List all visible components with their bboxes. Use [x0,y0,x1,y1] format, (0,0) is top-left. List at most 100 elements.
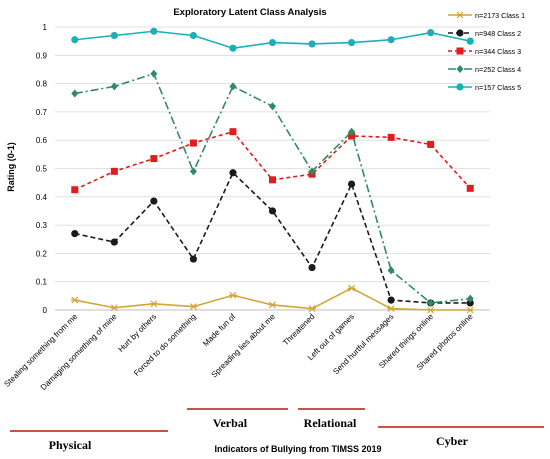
data-point [347,284,356,292]
star-stroke [229,291,237,299]
data-point [308,305,317,313]
data-point [71,89,79,98]
data-point [268,207,277,215]
data-point [269,176,276,184]
y-tick-label: 0.5 [36,165,48,174]
data-point [150,155,158,163]
x-tick-label: Spreading lies about me [210,312,278,380]
data-point [308,167,316,176]
star-stroke [110,304,118,312]
data-point [110,82,118,91]
indicator-groups: Physical Verbal Relational Cyber [10,408,544,452]
data-point [189,167,197,176]
series-line [74,171,471,304]
data-point [387,266,395,275]
data-point [456,11,464,19]
data-point [110,167,118,175]
x-tick-label: Threatened [281,312,316,347]
data-point [149,300,158,308]
group-label: Relational [304,416,357,430]
data-point [456,47,464,55]
legend-entry: n=344 Class 3 [448,47,521,56]
data-point [150,197,158,205]
y-tick-label: 0.4 [36,193,48,202]
legend-label: n=948 Class 2 [475,29,521,38]
star-stroke [71,296,79,304]
data-point [71,229,79,238]
data-point [466,184,474,192]
data-point [387,296,395,304]
data-point [466,306,475,314]
legend-entry: n=2173 Class 1 [448,11,525,20]
data-point [456,65,464,73]
legend-entry: n=948 Class 2 [448,29,521,38]
legend: n=2173 Class 1 n=948 Class 2 n=344 Class 3… [448,11,525,92]
data-point [229,82,237,91]
legend-label: n=344 Class 3 [475,47,521,56]
star-stroke [308,305,316,313]
x-tick-label: Hurt by others [116,312,158,354]
legend-entry: n=252 Class 4 [448,65,521,74]
group-label: Cyber [436,434,469,448]
y-tick-label: 0.8 [36,80,48,89]
x-axis-label: Indicators of Bullying from TIMSS 2019 [214,444,381,454]
y-tick-label: 0.6 [36,136,48,145]
data-point [308,263,316,272]
series-4 [71,69,474,307]
group-label: Verbal [213,416,248,430]
data-point [387,36,395,44]
data-point [150,69,158,78]
data-point [110,238,118,246]
data-point [347,38,356,47]
y-tick-label: 0.7 [36,108,48,117]
x-tick-label: Made fun of [201,312,238,349]
data-point [189,139,197,147]
data-point [426,306,435,314]
data-point [269,102,276,111]
data-point [110,31,118,40]
data-point [387,133,395,141]
star-stroke [150,300,158,308]
data-point [71,186,79,194]
data-point [229,128,237,136]
chart-title: Exploratory Latent Class Analysis [173,7,326,18]
data-point [110,304,119,312]
data-point [348,132,356,140]
star-stroke [348,284,356,292]
gridlines [55,26,490,311]
series-3 [71,128,474,194]
data-point [189,303,198,311]
star-stroke [427,306,435,314]
legend-label: n=2173 Class 1 [475,11,525,20]
series-line [74,287,471,311]
group-label: Physical [49,438,92,452]
data-point [427,29,435,37]
star-stroke [189,303,197,311]
series-2 [71,169,474,307]
y-tick-label: 0.1 [36,278,48,287]
y-tick-label: 0.3 [36,221,48,230]
data-point [427,298,435,307]
x-tick-label: Damaging something of mine [39,312,119,392]
data-point [456,83,464,91]
y-tick-labels: 0 0.1 0.2 0.3 0.4 0.5 0.6 0.7 0.8 0.9 1 [36,23,48,315]
data-point [308,40,316,48]
y-tick-label: 0 [43,306,48,315]
x-tick-label: Stealing something from me [2,312,79,389]
data-point [268,301,277,309]
star-stroke [466,306,474,314]
data-point [348,127,356,136]
data-point [466,294,474,303]
series-5 [71,27,474,52]
data-point [229,44,237,52]
star-stroke [387,305,395,313]
data-point [189,31,198,40]
y-tick-label: 0.2 [36,249,48,258]
data-point [189,255,198,263]
legend-label: n=157 Class 5 [475,83,521,92]
data-point [229,169,237,177]
star-stroke [456,11,464,19]
data-point [71,36,79,44]
